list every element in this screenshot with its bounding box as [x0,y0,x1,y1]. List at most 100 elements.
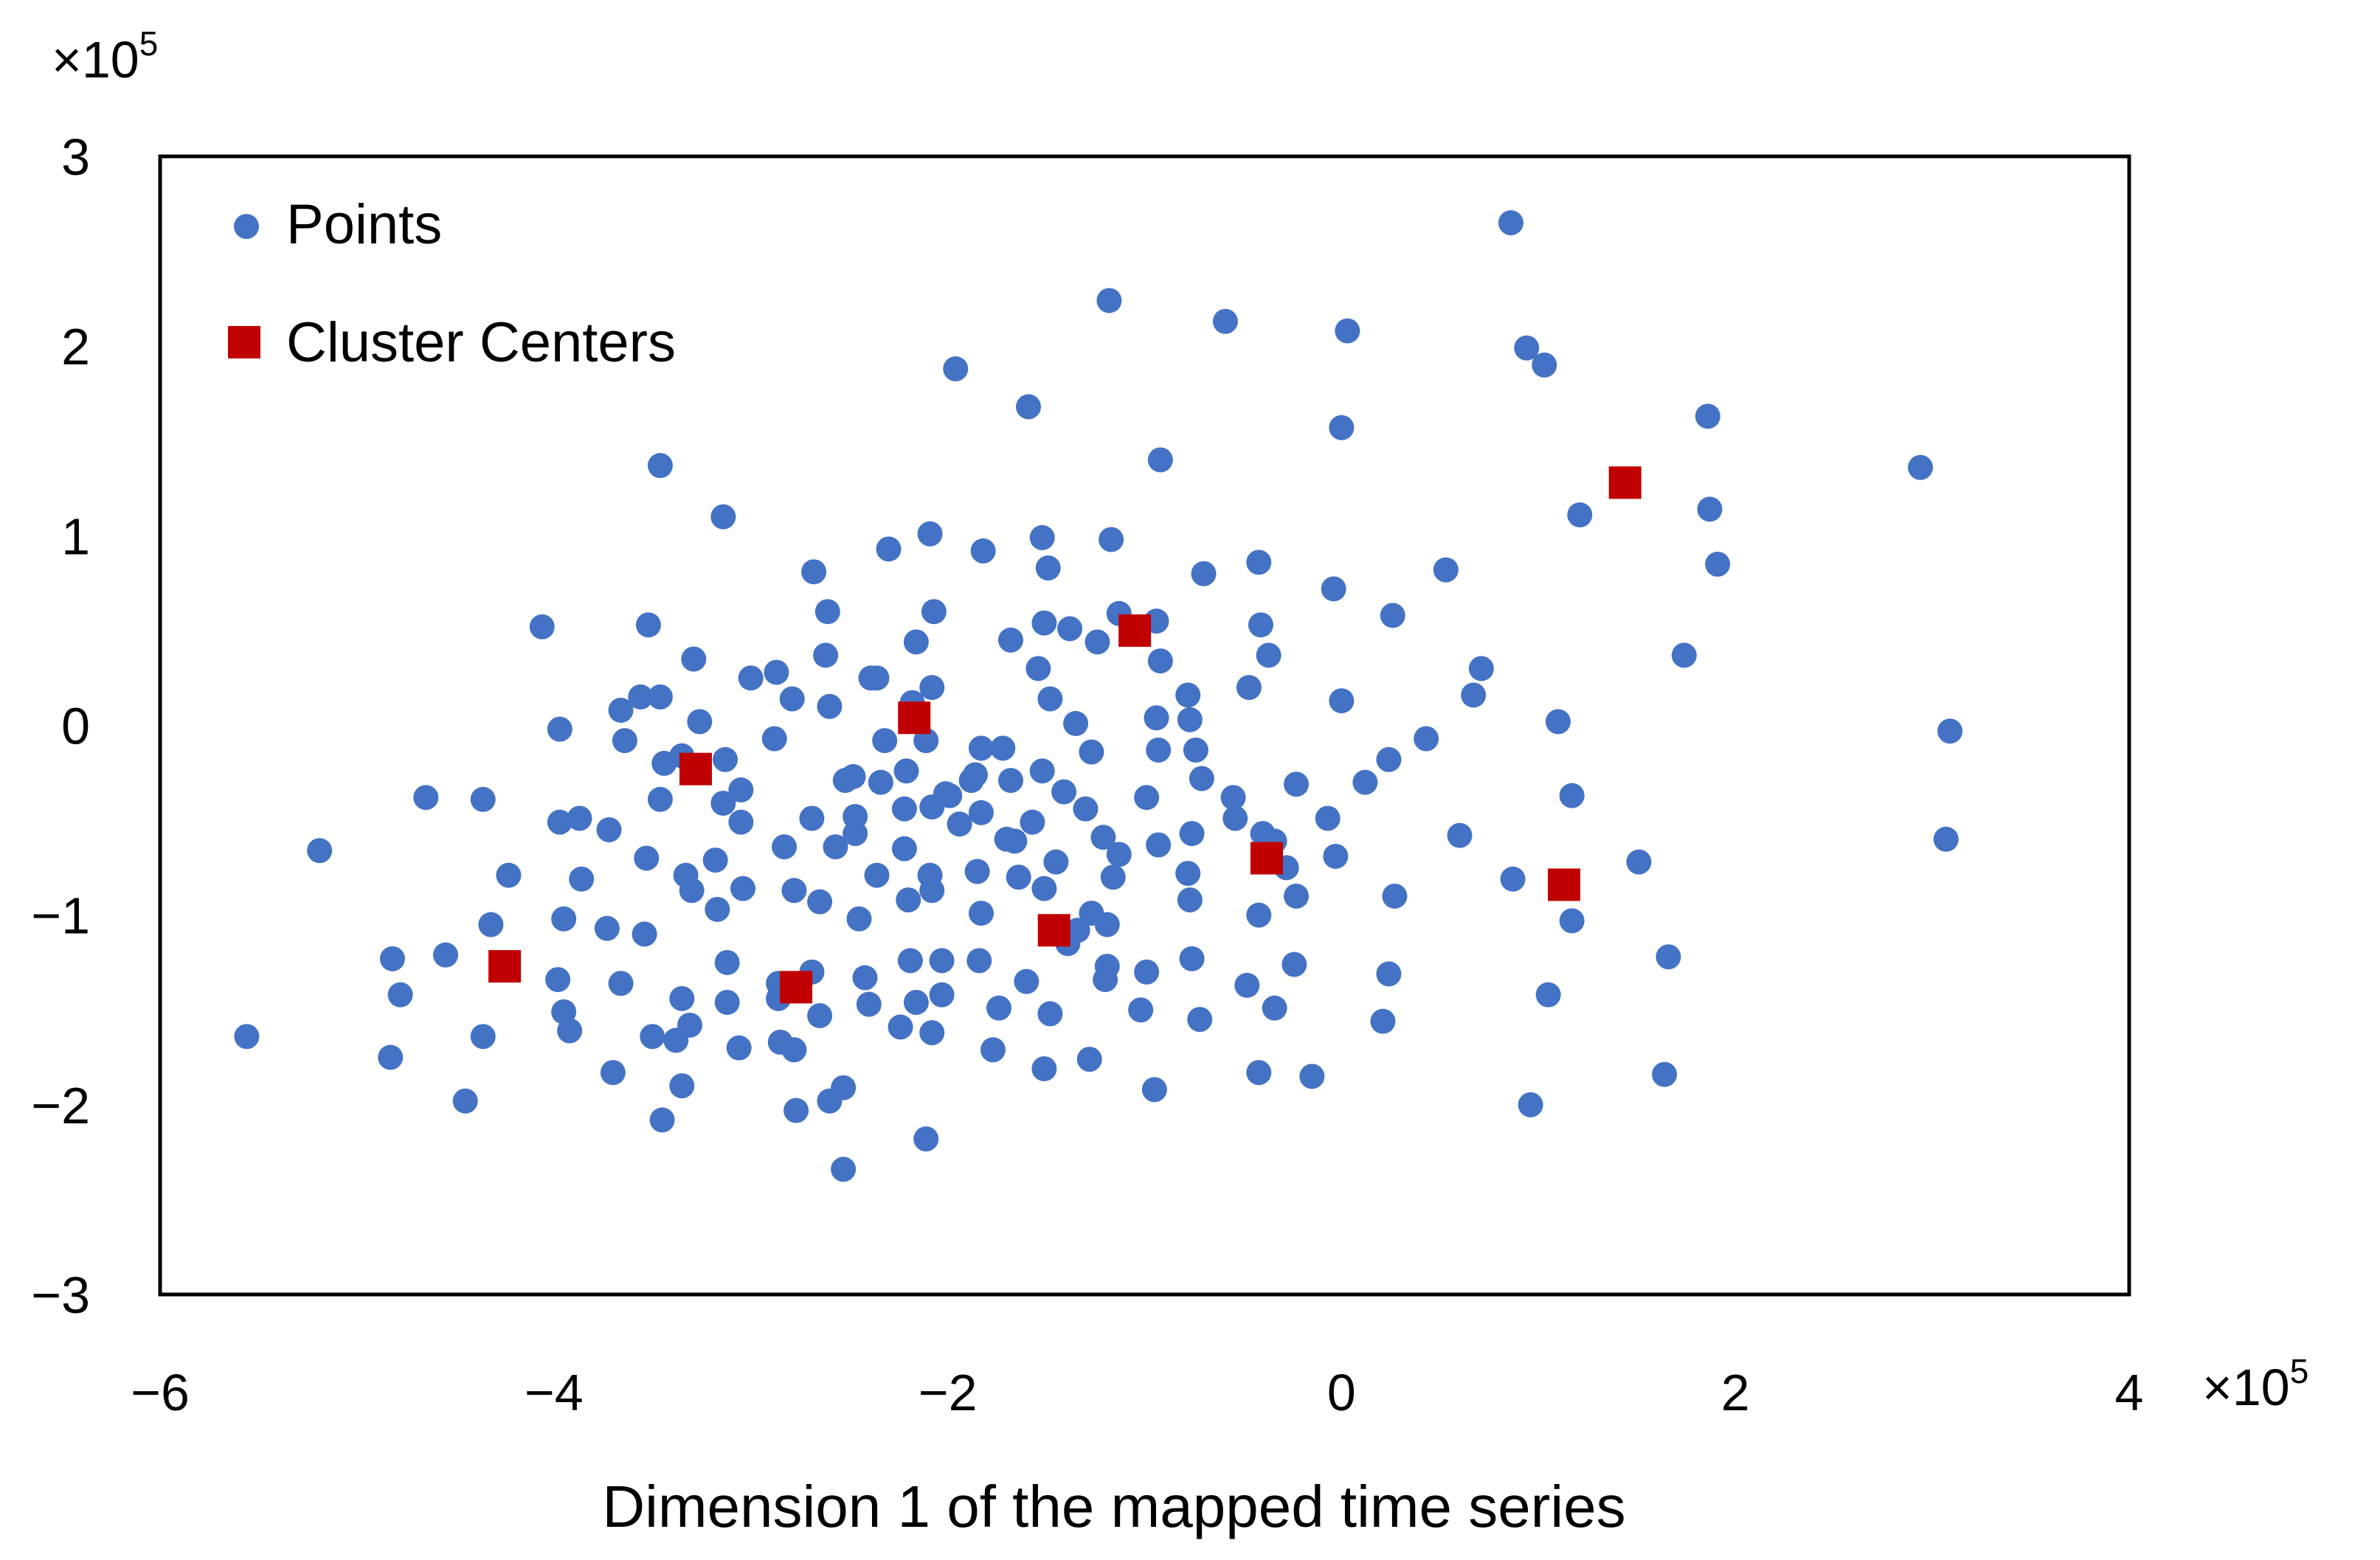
data-point [913,728,939,754]
data-point [998,768,1024,794]
legend: Points Cluster Centers [228,193,676,374]
y-tick-label: −3 [31,1266,90,1324]
data-point [968,800,994,825]
data-point [1147,648,1173,674]
data-point [891,836,917,862]
data-point [1029,524,1055,550]
data-point [547,809,572,835]
data-point [929,948,955,974]
data-point [551,906,577,932]
data-point [1468,656,1494,682]
points-series [234,210,1963,1182]
x-tick-label: 0 [1327,1364,1356,1421]
data-point [994,826,1020,852]
y-tick-label: −1 [31,887,90,945]
data-point [966,948,992,974]
data-point [1073,796,1099,822]
data-point [856,991,882,1017]
data-point [596,817,622,842]
data-point [1498,210,1523,236]
data-point [1057,616,1083,642]
data-point [1376,961,1402,987]
data-point [1141,1077,1167,1103]
data-point [980,1037,1006,1063]
data-point [1212,308,1238,334]
data-point [832,768,858,794]
data-point [545,967,571,993]
data-point [608,697,634,723]
data-point [234,1024,260,1050]
data-point [738,665,764,691]
data-point [781,878,807,904]
data-point [387,982,413,1008]
data-point [1220,785,1246,811]
data-point [1093,967,1118,993]
data-point [986,995,1011,1021]
y-tick-label: 1 [61,507,90,565]
data-point [687,709,713,735]
data-point [1671,642,1697,668]
x-tick-label: −2 [919,1364,978,1421]
data-point [1908,454,1934,480]
data-point [903,629,929,655]
data-point [970,538,996,564]
data-point [702,847,728,873]
data-point [897,948,923,974]
legend-points-marker [234,214,259,239]
y-tick-label: 2 [61,318,90,375]
data-point [640,1024,665,1050]
data-point [783,1098,809,1123]
y-axis-multiplier: ×105 [52,24,158,89]
legend-cluster-centers-marker [228,326,260,358]
legend-cluster-centers-label: Cluster Centers [286,311,676,374]
x-multiplier-exponent: 5 [2290,1352,2309,1390]
data-point [1500,866,1526,892]
data-point [893,758,919,784]
data-point [1146,832,1172,858]
data-point [1179,821,1205,847]
data-point [807,889,833,915]
data-point [470,786,496,812]
data-point [1380,603,1405,628]
data-point [921,599,947,625]
data-point [1246,1060,1272,1086]
data-point [1352,769,1378,795]
plot-area [158,154,2131,1297]
data-point [1376,746,1402,772]
data-point [1177,707,1203,732]
data-point [1183,737,1208,763]
data-point [1414,726,1439,752]
data-point [1705,551,1731,577]
data-point [843,821,868,847]
data-point [594,915,620,941]
data-point [710,504,736,530]
data-point [1256,642,1281,668]
data-point [831,1075,857,1100]
data-point [1029,758,1055,784]
data-point [1187,1007,1213,1033]
data-point [947,811,972,837]
data-point [1043,849,1069,875]
data-point [705,896,730,922]
data-point [813,642,839,668]
data-point [929,982,955,1008]
data-point [714,949,740,975]
data-point [726,1035,752,1061]
data-point [1076,1047,1102,1072]
data-point [1128,997,1154,1023]
data-point [1321,576,1346,602]
data-point [1006,864,1031,890]
data-point [1020,809,1045,835]
data-point [1697,496,1723,522]
data-point [1299,1064,1325,1089]
data-point [919,878,945,904]
data-point [1559,908,1585,934]
data-point [903,989,929,1015]
data-point [647,453,673,479]
y-tick-label: −2 [31,1077,90,1134]
data-point [968,735,994,761]
data-point [663,1027,689,1053]
x-tick-label: −6 [131,1364,190,1421]
x-tick-label: 4 [2115,1364,2144,1421]
data-point [1031,876,1057,901]
